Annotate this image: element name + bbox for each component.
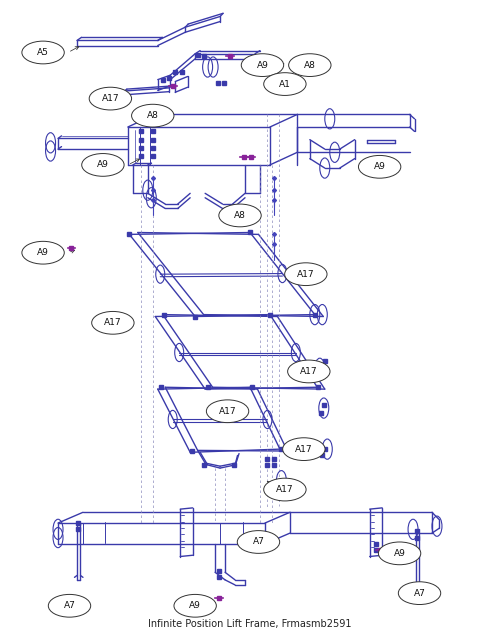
Text: A17: A17 [104,318,122,327]
Text: A17: A17 [219,407,236,416]
Ellipse shape [282,438,325,460]
Text: A7: A7 [252,537,264,546]
Text: A17: A17 [102,94,119,103]
Text: A17: A17 [300,367,318,376]
Text: A8: A8 [304,61,316,70]
Text: A9: A9 [374,162,386,172]
Ellipse shape [288,360,330,383]
Text: A5: A5 [37,48,49,57]
Text: A1: A1 [279,80,291,89]
Ellipse shape [242,54,284,77]
Ellipse shape [284,263,327,285]
Text: A7: A7 [64,601,76,610]
Ellipse shape [238,530,280,553]
Ellipse shape [398,582,440,605]
Ellipse shape [219,204,261,227]
Text: A9: A9 [37,248,49,257]
Text: A7: A7 [414,589,426,598]
Ellipse shape [22,41,64,64]
Ellipse shape [174,594,216,617]
Ellipse shape [89,87,132,110]
Text: A17: A17 [295,444,312,454]
Ellipse shape [264,73,306,96]
Text: A8: A8 [147,111,158,120]
Ellipse shape [22,241,64,264]
Text: Infinite Position Lift Frame, Frmasmb2591: Infinite Position Lift Frame, Frmasmb259… [148,619,352,629]
Ellipse shape [378,542,421,565]
Ellipse shape [264,478,306,501]
Text: A8: A8 [234,211,246,220]
Ellipse shape [132,104,174,127]
Ellipse shape [82,154,124,176]
Ellipse shape [206,400,249,423]
Text: A9: A9 [189,601,201,610]
Ellipse shape [288,54,331,77]
Ellipse shape [48,594,90,617]
Text: A17: A17 [297,270,314,279]
Text: A9: A9 [256,61,268,70]
Ellipse shape [358,156,401,178]
Text: A9: A9 [394,549,406,558]
Text: A17: A17 [276,485,293,494]
Ellipse shape [92,311,134,334]
Text: A9: A9 [97,160,109,170]
